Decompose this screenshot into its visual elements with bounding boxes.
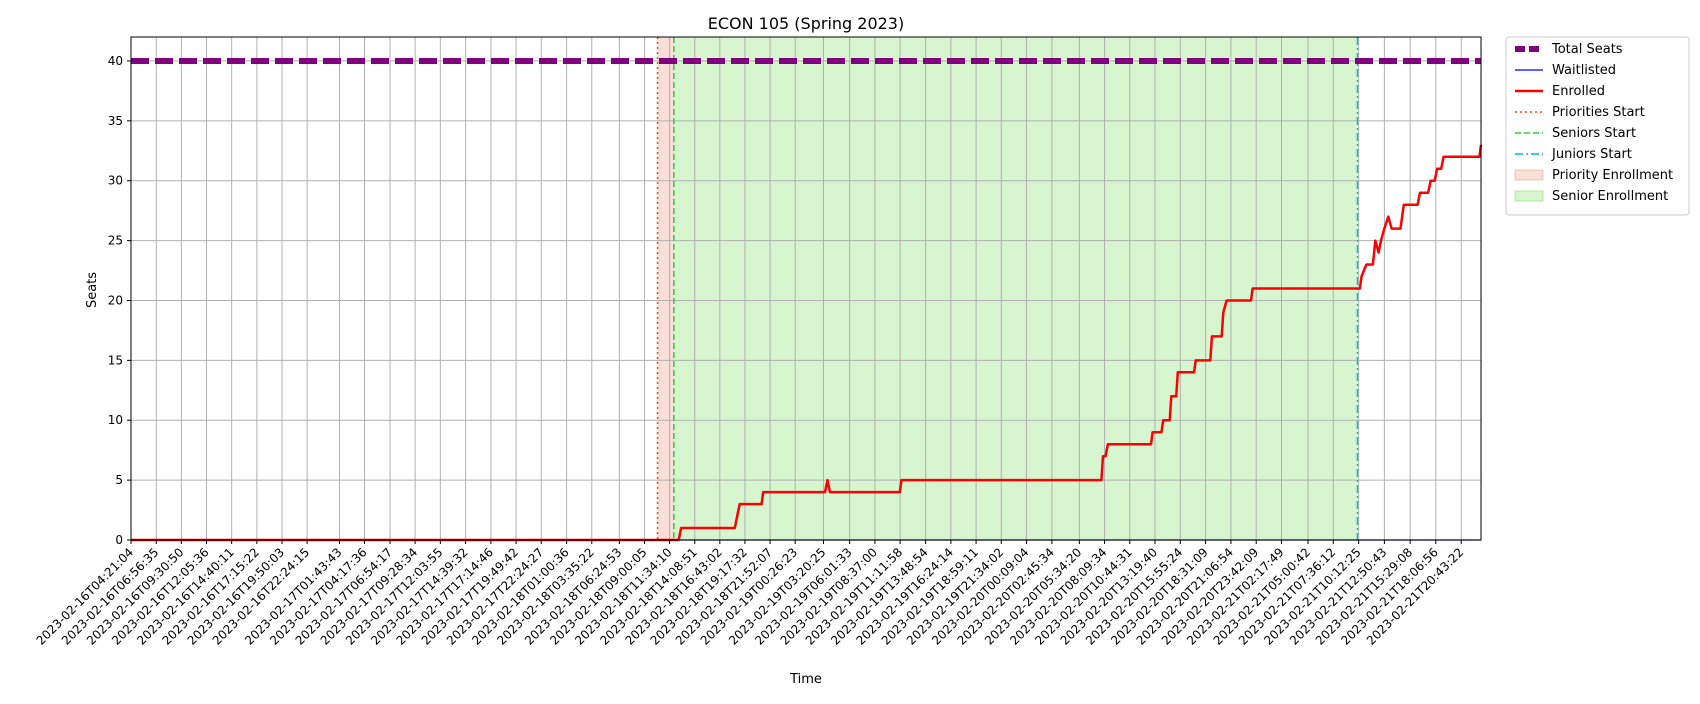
legend-label-enrolled: Enrolled xyxy=(1552,84,1605,99)
legend-box xyxy=(1505,36,1690,216)
y-tick-label: 30 xyxy=(108,174,123,188)
chart-title: ECON 105 (Spring 2023) xyxy=(708,14,904,33)
legend-swatch-priority-enrollment xyxy=(1514,169,1544,181)
legend-label-priorities-start: Priorities Start xyxy=(1552,105,1645,120)
y-tick-label: 40 xyxy=(108,54,123,68)
span-priority-enrollment xyxy=(657,37,674,540)
y-tick-label: 5 xyxy=(115,473,123,487)
legend-label-waitlisted: Waitlisted xyxy=(1552,63,1616,78)
legend-label-senior-enrollment: Senior Enrollment xyxy=(1552,189,1668,204)
y-axis-label: Seats xyxy=(85,272,100,308)
y-axis-ticks: 0 5 10 15 20 25 30 35 40 xyxy=(108,54,131,547)
legend-label-juniors-start: Juniors Start xyxy=(1551,147,1632,162)
legend-label-priority-enrollment: Priority Enrollment xyxy=(1552,168,1673,183)
y-tick-label: 10 xyxy=(108,413,123,427)
y-tick-label: 35 xyxy=(108,114,123,128)
y-tick-label: 0 xyxy=(115,533,123,547)
x-axis-ticks: 2023-02-16T04:21:042023-02-16T06:56:3520… xyxy=(34,540,1466,648)
y-tick-label: 15 xyxy=(108,353,123,367)
plot-frame xyxy=(130,36,1482,541)
x-axis-label: Time xyxy=(789,672,822,687)
series-enrolled xyxy=(131,144,1483,542)
legend-label-total-seats: Total Seats xyxy=(1551,42,1623,57)
y-tick-label: 25 xyxy=(108,234,123,248)
legend: Total Seats Waitlisted Enrolled Priorities … xyxy=(1505,36,1690,216)
legend-swatch-senior-enrollment xyxy=(1514,190,1544,202)
y-tick-label: 20 xyxy=(108,293,123,307)
legend-label-seniors-start: Seniors Start xyxy=(1552,126,1636,141)
